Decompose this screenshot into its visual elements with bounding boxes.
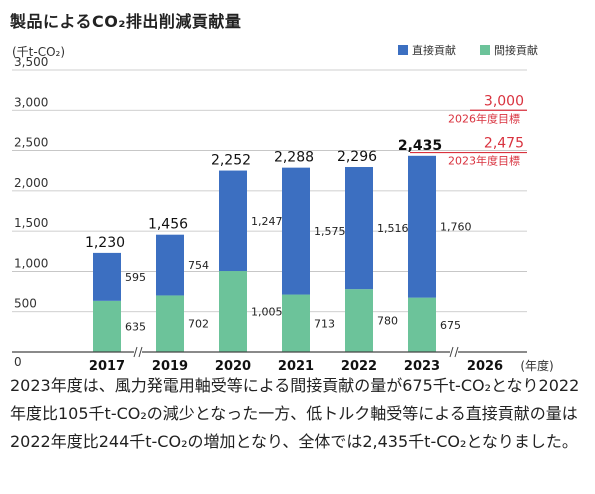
x-tick-label: 2021 [278,359,314,372]
bar-indirect [156,295,184,352]
y-tick-label: 500 [14,297,37,311]
bar-direct [408,155,436,298]
bar-indirect [282,294,310,352]
total-value-label: 2,296 [337,149,377,165]
y-tick-label: 2,500 [14,136,48,150]
axis-break-gap [134,348,142,357]
bar-direct [345,167,373,290]
total-value-label: 1,230 [85,235,125,251]
y-tick-label: 1,500 [14,216,48,230]
y-tick-label: 3,000 [14,95,48,109]
grid-lines [12,69,527,313]
y-tick-label: 3,500 [14,55,48,69]
direct-value-label: 1,247 [251,215,283,228]
x-tick-label: 2023 [404,359,440,372]
y-axis-unit: (千t-CO₂) [12,45,65,59]
x-tick-label: 2020 [215,359,251,372]
bar-direct [93,252,121,301]
indirect-value-label: 1,005 [251,306,283,319]
bar-indirect [408,297,436,352]
axis-break-mark [138,346,143,358]
legend-label: 直接貢献 [412,43,456,57]
indirect-value-label: 780 [377,315,398,328]
legend-swatch [398,45,408,55]
bar-direct [156,234,184,296]
indirect-value-label: 713 [314,317,335,330]
total-value-label: 1,456 [148,217,188,233]
target-value: 3,000 [484,93,524,109]
x-axis-unit: (年度) [520,358,553,372]
y-tick-label: 2,000 [14,176,48,190]
x-tick-label: 2026 [467,359,503,372]
target-value: 2,475 [484,136,524,152]
direct-value-label: 1,516 [377,222,409,235]
bars [93,155,436,352]
indirect-value-label: 635 [125,320,146,333]
indirect-value-label: 675 [440,319,461,332]
total-value-label: 2,435 [398,138,442,154]
bar-direct [282,167,310,295]
target-lines: 3,000 2026年度目標 2,475 2023年度目標 [410,93,527,168]
bar-indirect [93,300,121,352]
indirect-value-label: 702 [188,318,209,331]
direct-value-label: 1,575 [314,225,346,238]
axis-break-mark [449,346,454,358]
bar-indirect [219,271,247,352]
direct-value-label: 595 [125,271,146,284]
target-label: 2023年度目標 [448,154,520,168]
legend-label: 間接貢献 [494,43,538,57]
x-tick-label: 2022 [341,359,377,372]
axis-break-mark [454,346,459,358]
bar-indirect [345,289,373,352]
total-value-label: 2,252 [211,153,251,169]
caption-text: 2023年度は、風力発電用軸受等による間接貢献の量が675千t-CO₂となり20… [10,376,580,451]
bar-chart: 3,000 2026年度目標 2,475 2023年度目標 635 595 1,230 70… [12,43,554,372]
axes: (千t-CO₂) 0 500 1,000 1,500 2,000 2,500 3,000 3,5… [12,45,554,372]
chart-title: 製品によるCO₂排出削減貢献量 [10,12,242,31]
x-tick-label: 2019 [152,359,188,372]
bar-direct [219,170,247,272]
direct-value-label: 754 [188,259,209,272]
labels: 635 595 1,230 702 754 1,456 1,005 1,247 2,252 713… [85,138,472,334]
legend: 直接貢献 間接貢献 [398,43,538,57]
y-tick-label: 1,000 [14,256,48,270]
axis-break-mark [133,346,138,358]
target-label: 2026年度目標 [448,111,520,125]
legend-swatch [480,45,490,55]
total-value-label: 2,288 [274,150,314,166]
y-tick-label: 0 [14,355,22,369]
axis-break-gap [450,348,458,357]
x-tick-label: 2017 [89,359,125,372]
direct-value-label: 1,760 [440,221,472,234]
